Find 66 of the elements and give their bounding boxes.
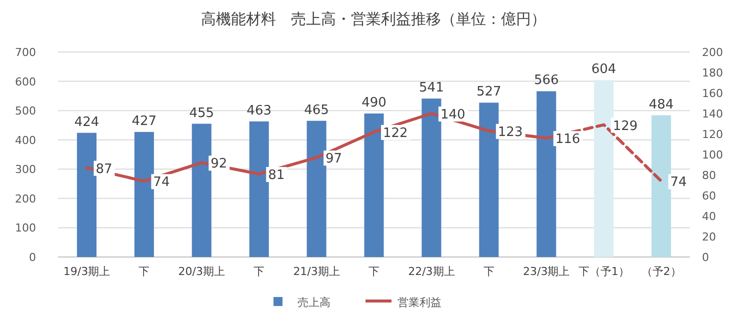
y2-tick-label: 160	[702, 87, 723, 100]
data-label: 116	[555, 132, 580, 148]
y-tick-label: 300	[15, 163, 36, 176]
data-label: 455	[189, 106, 214, 121]
x-tick-label: 21/3期上	[293, 265, 340, 278]
bar	[422, 98, 442, 257]
y2-tick-label: 140	[702, 108, 723, 120]
y2-tick-label: 0	[702, 251, 709, 264]
data-label: 463	[246, 103, 272, 118]
data-label: 122	[383, 126, 408, 141]
y2-tick-label: 20	[702, 230, 716, 244]
data-label: 123	[498, 124, 523, 140]
bar	[192, 124, 212, 257]
data-label: 74	[670, 175, 687, 190]
x-tick-label: 下	[138, 265, 150, 278]
data-label: 484	[648, 97, 674, 112]
data-label: 527	[476, 84, 502, 100]
bar	[652, 115, 672, 257]
x-tick-label: （予2）	[641, 265, 682, 278]
data-label: 465	[304, 102, 329, 118]
bar	[306, 120, 326, 257]
y2-tick-label: 180	[702, 66, 723, 80]
legend-label: 営業利益	[398, 296, 442, 309]
data-label: 566	[534, 73, 559, 88]
x-tick-label: 下	[483, 265, 494, 278]
data-label: 541	[419, 80, 444, 96]
y-tick-label: 100	[15, 222, 36, 235]
data-label: 424	[74, 114, 100, 130]
y-tick-label: 700	[15, 46, 36, 59]
y2-tick-label: 100	[702, 148, 723, 162]
bar	[536, 91, 556, 257]
data-label: 92	[210, 156, 228, 172]
bar	[594, 80, 614, 257]
y-tick-label: 400	[15, 134, 36, 147]
x-tick-label: 19/3期上	[63, 265, 110, 278]
bar	[364, 114, 384, 257]
x-tick-label: 下	[368, 265, 380, 278]
x-tick-label: 22/3期上	[408, 265, 455, 278]
data-label: 74	[153, 175, 170, 190]
y-tick-label: 500	[15, 104, 36, 118]
y-tick-label: 600	[15, 75, 36, 88]
y-tick-label: 0	[29, 251, 36, 264]
bar	[479, 102, 499, 257]
x-tick-label: 20/3期上	[178, 265, 225, 278]
x-tick-label: 23/3期上	[523, 265, 570, 278]
data-label: 490	[362, 96, 386, 110]
bar	[249, 121, 269, 257]
chart-title: 高機能材料 売上高・営業利益推移（単位：億円）	[201, 10, 546, 28]
y2-tick-label: 60	[702, 190, 716, 202]
data-label: 81	[268, 168, 285, 183]
bar	[76, 132, 96, 257]
data-label: 97	[326, 152, 342, 167]
y2-tick-label: 40	[702, 210, 716, 223]
legend-label: 売上高	[298, 296, 330, 309]
y-tick-label: 200	[15, 192, 36, 206]
data-label: 87	[96, 162, 112, 177]
data-label: 129	[612, 118, 638, 134]
y2-tick-label: 80	[702, 169, 716, 182]
data-label: 427	[132, 114, 157, 129]
x-tick-label: 下	[254, 265, 265, 278]
x-tick-label: 下（予1）	[578, 265, 630, 278]
bar	[134, 132, 154, 257]
y2-tick-label: 200	[702, 46, 723, 59]
data-label: 604	[591, 62, 616, 78]
data-label: 140	[440, 108, 466, 122]
y2-tick-label: 120	[702, 128, 723, 141]
